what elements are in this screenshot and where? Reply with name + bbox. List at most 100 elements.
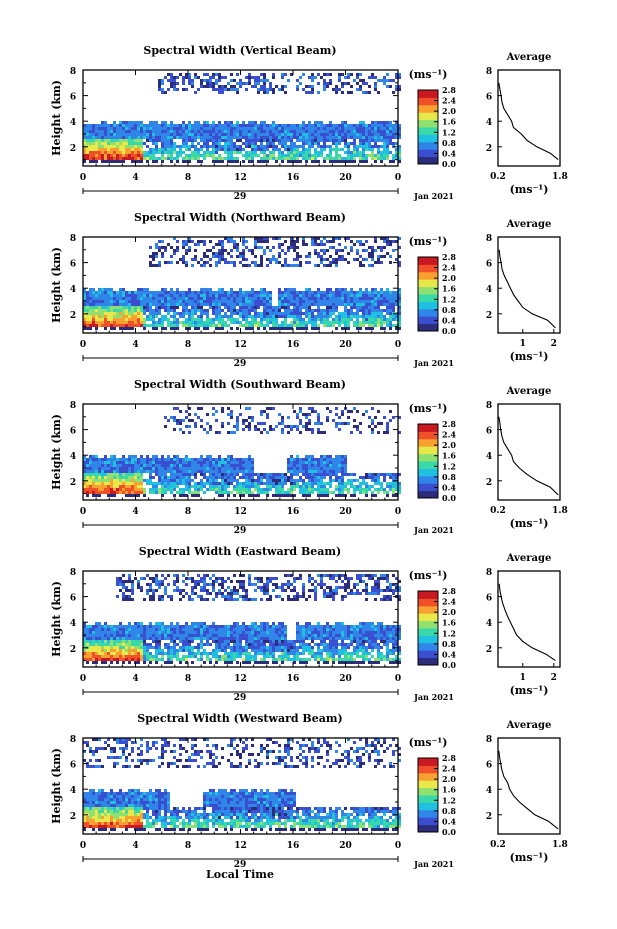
- heatmap-cell: [290, 494, 293, 497]
- heatmap-cell: [350, 479, 353, 482]
- heatmap-cell: [296, 145, 299, 148]
- heatmap-cell: [254, 127, 257, 130]
- heatmap-cell: [362, 488, 365, 491]
- heatmap-cell: [203, 127, 206, 130]
- heatmap-cell: [203, 73, 206, 76]
- heatmap-cell: [353, 157, 356, 160]
- heatmap-cell: [323, 458, 326, 461]
- heatmap-cell: [203, 151, 206, 154]
- heatmap-cell: [107, 157, 110, 160]
- heatmap-cell: [176, 470, 179, 473]
- heatmap-cell: [218, 467, 221, 470]
- heatmap-cell: [158, 88, 161, 91]
- heatmap-cell: [101, 485, 104, 488]
- heatmap-cell: [200, 309, 203, 312]
- heatmap-cell: [326, 258, 329, 261]
- heatmap-cell: [197, 488, 200, 491]
- heatmap-cell: [128, 148, 131, 151]
- heatmap-cell: [89, 485, 92, 488]
- heatmap-cell: [308, 485, 311, 488]
- heatmap-cell: [350, 246, 353, 249]
- x-tick-label: 0: [80, 507, 86, 517]
- heatmap-cell: [335, 321, 338, 324]
- colorbar-segment: [418, 104, 438, 113]
- heatmap-cell: [266, 312, 269, 315]
- heatmap-cell: [179, 488, 182, 491]
- heatmap-cell: [104, 628, 107, 631]
- avg-y-tick-label: 6: [486, 260, 492, 270]
- heatmap-cell: [173, 237, 176, 240]
- heatmap-cell: [182, 142, 185, 145]
- heatmap-cell: [215, 73, 218, 76]
- heatmap-cell: [260, 303, 263, 306]
- heatmap-cell: [257, 324, 260, 327]
- heatmap-cell: [305, 154, 308, 157]
- heatmap-cell: [188, 467, 191, 470]
- heatmap-cell: [356, 321, 359, 324]
- heatmap-cell: [185, 479, 188, 482]
- heatmap-cell: [266, 488, 269, 491]
- heatmap-cell: [221, 473, 224, 476]
- colorbar-tick-label: 1.6: [442, 117, 456, 127]
- heatmap-cell: [308, 124, 311, 127]
- heatmap-cell: [353, 148, 356, 151]
- heatmap-cell: [347, 130, 350, 133]
- heatmap-cell: [299, 327, 302, 330]
- heatmap-cell: [86, 315, 89, 318]
- heatmap-cell: [287, 467, 290, 470]
- heatmap-cell: [197, 151, 200, 154]
- heatmap-cell: [143, 288, 146, 291]
- heatmap-cell: [146, 294, 149, 297]
- heatmap-cell: [131, 151, 134, 154]
- heatmap-cell: [92, 661, 95, 664]
- heatmap-cell: [188, 461, 191, 464]
- heatmap-cell: [188, 488, 191, 491]
- heatmap-cell: [149, 458, 152, 461]
- heatmap-cell: [251, 324, 254, 327]
- heatmap-cell: [362, 258, 365, 261]
- heatmap-cell: [341, 315, 344, 318]
- heatmap-cell: [305, 255, 308, 258]
- heatmap-cell: [113, 476, 116, 479]
- heatmap-cell: [122, 464, 125, 467]
- heatmap-cell: [389, 127, 392, 130]
- heatmap-cell: [311, 431, 314, 434]
- heatmap-cell: [113, 649, 116, 652]
- heatmap-cell: [248, 458, 251, 461]
- heatmap-cell: [293, 482, 296, 485]
- heatmap-cell: [266, 237, 269, 240]
- heatmap-cell: [179, 470, 182, 473]
- heatmap-cell: [356, 136, 359, 139]
- heatmap-cell: [131, 455, 134, 458]
- colorbar-tick-label: 2.0: [442, 273, 456, 283]
- heatmap-cell: [212, 85, 215, 88]
- heatmap-cell: [251, 476, 254, 479]
- heatmap-cell: [242, 148, 245, 151]
- heatmap-cell: [230, 148, 233, 151]
- heatmap-cell: [218, 243, 221, 246]
- heatmap-cell: [380, 160, 383, 163]
- heatmap-cell: [107, 476, 110, 479]
- colorbar-tick-label: 1.6: [442, 284, 456, 294]
- heatmap-cell: [146, 482, 149, 485]
- heatmap-cell: [152, 130, 155, 133]
- heatmap-cell: [389, 151, 392, 154]
- heatmap-cell: [137, 470, 140, 473]
- heatmap-cell: [380, 303, 383, 306]
- heatmap-cell: [131, 291, 134, 294]
- heatmap-cell: [320, 145, 323, 148]
- heatmap-cell: [353, 243, 356, 246]
- heatmap-cell: [197, 297, 200, 300]
- heatmap-cell: [137, 294, 140, 297]
- heatmap-cell: [311, 485, 314, 488]
- heatmap-cell: [398, 246, 401, 249]
- heatmap-cell: [230, 130, 233, 133]
- heatmap-cell: [320, 294, 323, 297]
- heatmap-cell: [152, 458, 155, 461]
- heatmap-cell: [263, 145, 266, 148]
- heatmap-cell: [206, 315, 209, 318]
- heatmap-cell: [287, 246, 290, 249]
- heatmap-cell: [200, 467, 203, 470]
- heatmap-cell: [353, 127, 356, 130]
- heatmap-cell: [305, 303, 308, 306]
